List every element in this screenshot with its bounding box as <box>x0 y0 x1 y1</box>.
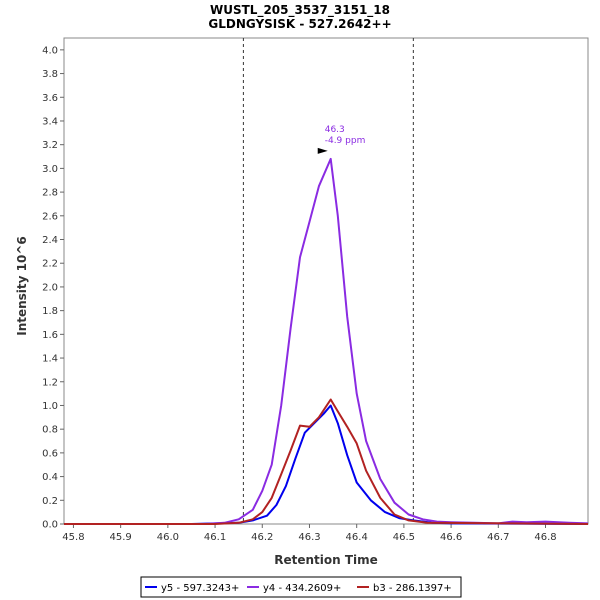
y-tick-label: 0.0 <box>42 520 58 531</box>
y-tick-label: 0.4 <box>42 472 58 483</box>
y-tick-label: 1.2 <box>42 377 58 388</box>
legend-label: y4 - 434.2609+ <box>263 583 341 594</box>
x-tick-label: 46.1 <box>204 532 226 543</box>
x-tick-label: 46.7 <box>487 532 509 543</box>
legend: y5 - 597.3243+ y4 - 434.2609+ b3 - 286.139… <box>145 583 452 594</box>
x-tick-label: 45.8 <box>62 532 84 543</box>
y-tick-label: 2.0 <box>42 282 58 293</box>
legend-label: b3 - 286.1397+ <box>373 583 452 594</box>
series-line <box>64 398 589 525</box>
legend-label: y5 - 597.3243+ <box>161 583 239 594</box>
peak-label: 46.3 <box>325 125 345 135</box>
y-tick-label: 1.8 <box>42 306 58 317</box>
chart-title: WUSTL_205_3537_3151_18 <box>210 3 390 18</box>
y-tick-label: 3.8 <box>42 69 58 80</box>
y-tick-label: 2.2 <box>42 259 58 270</box>
x-axis: 45.8 45.9 46.0 46.1 46.2 46.3 46.4 46.5 46.6 46.7… <box>62 524 557 543</box>
boundary-lines <box>242 38 414 524</box>
plot-area <box>63 37 589 525</box>
y-tick-label: 3.2 <box>42 140 58 151</box>
x-axis-label: Retention Time <box>274 553 378 567</box>
y-tick-label: 3.4 <box>42 116 58 127</box>
y-tick-label: 0.6 <box>42 448 58 459</box>
peak-marker-icon <box>317 147 328 154</box>
y-tick-label: 4.0 <box>42 45 58 56</box>
x-tick-label: 46.8 <box>534 532 556 543</box>
series-lines <box>64 157 589 525</box>
x-tick-label: 46.0 <box>157 532 179 543</box>
y-tick-label: 0.8 <box>42 425 58 436</box>
y-tick-label: 0.2 <box>42 496 58 507</box>
legend-box <box>140 576 462 598</box>
x-tick-label: 46.5 <box>393 532 415 543</box>
x-tick-label: 46.4 <box>346 532 368 543</box>
y-axis: 0.0 0.2 0.4 0.6 0.8 1.0 1.2 1.4 1.6 1.8 2.0 2.2 2.4 2… <box>42 45 64 531</box>
y-axis-label: Intensity 10^6 <box>15 236 29 336</box>
y-tick-label: 1.6 <box>42 330 58 341</box>
x-tick-label: 46.3 <box>298 532 320 543</box>
y-tick-label: 3.0 <box>42 164 58 175</box>
y-tick-label: 1.4 <box>42 354 58 365</box>
x-tick-label: 45.9 <box>110 532 132 543</box>
y-tick-label: 2.8 <box>42 188 58 199</box>
x-tick-label: 46.2 <box>251 532 273 543</box>
chart-subtitle: GLDNGYSISK - 527.2642++ <box>208 17 391 31</box>
y-tick-label: 1.0 <box>42 401 58 412</box>
y-tick-label: 2.4 <box>42 235 58 246</box>
y-tick-label: 2.6 <box>42 211 58 222</box>
x-tick-label: 46.6 <box>440 532 462 543</box>
y-tick-label: 3.6 <box>42 93 58 104</box>
peak-annotation: 46.3-4.9 ppm <box>317 125 366 154</box>
peak-label: -4.9 ppm <box>325 136 366 146</box>
